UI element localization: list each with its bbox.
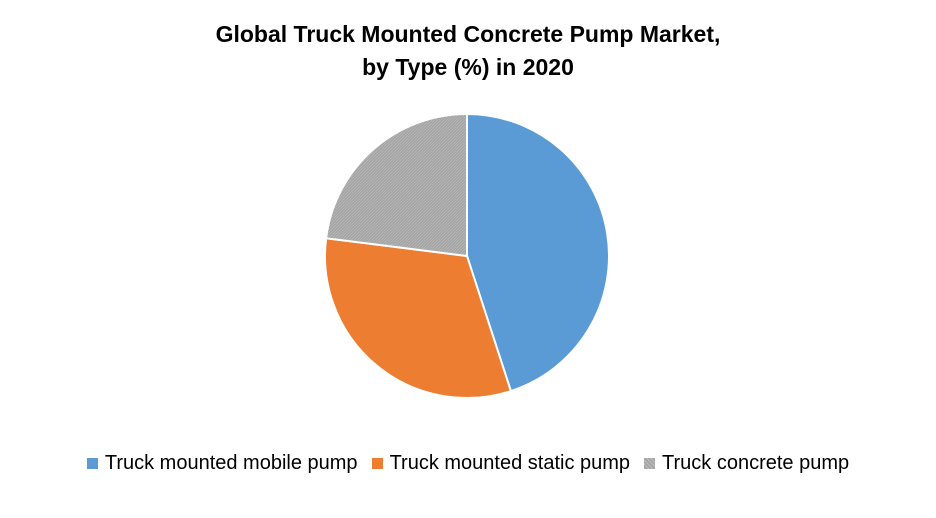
legend-swatch-concrete [644,458,656,469]
pie-slice-mobile [466,112,610,393]
legend-swatch-mobile [86,458,98,469]
legend-entry-mobile: Truck mounted mobile pump [86,452,358,475]
pie-slice-static [324,237,513,399]
pie-slices [324,112,610,399]
chart-title-line-2: by Type (%) in 2020 [362,54,574,80]
legend-swatch-static [371,458,383,469]
legend: Truck mounted mobile pump Truck mounted … [0,452,936,475]
legend-label-static: Truck mounted static pump [389,452,631,474]
chart-title: Global Truck Mounted Concrete Pump Marke… [0,18,936,84]
chart-title-line-1: Global Truck Mounted Concrete Pump Marke… [215,21,721,47]
legend-label-concrete: Truck concrete pump [662,452,850,474]
legend-label-mobile: Truck mounted mobile pump [104,452,358,474]
pie-slice-concrete [325,112,468,258]
legend-entry-concrete: Truck concrete pump [644,452,849,475]
legend-entry-static: Truck mounted static pump [371,452,631,475]
